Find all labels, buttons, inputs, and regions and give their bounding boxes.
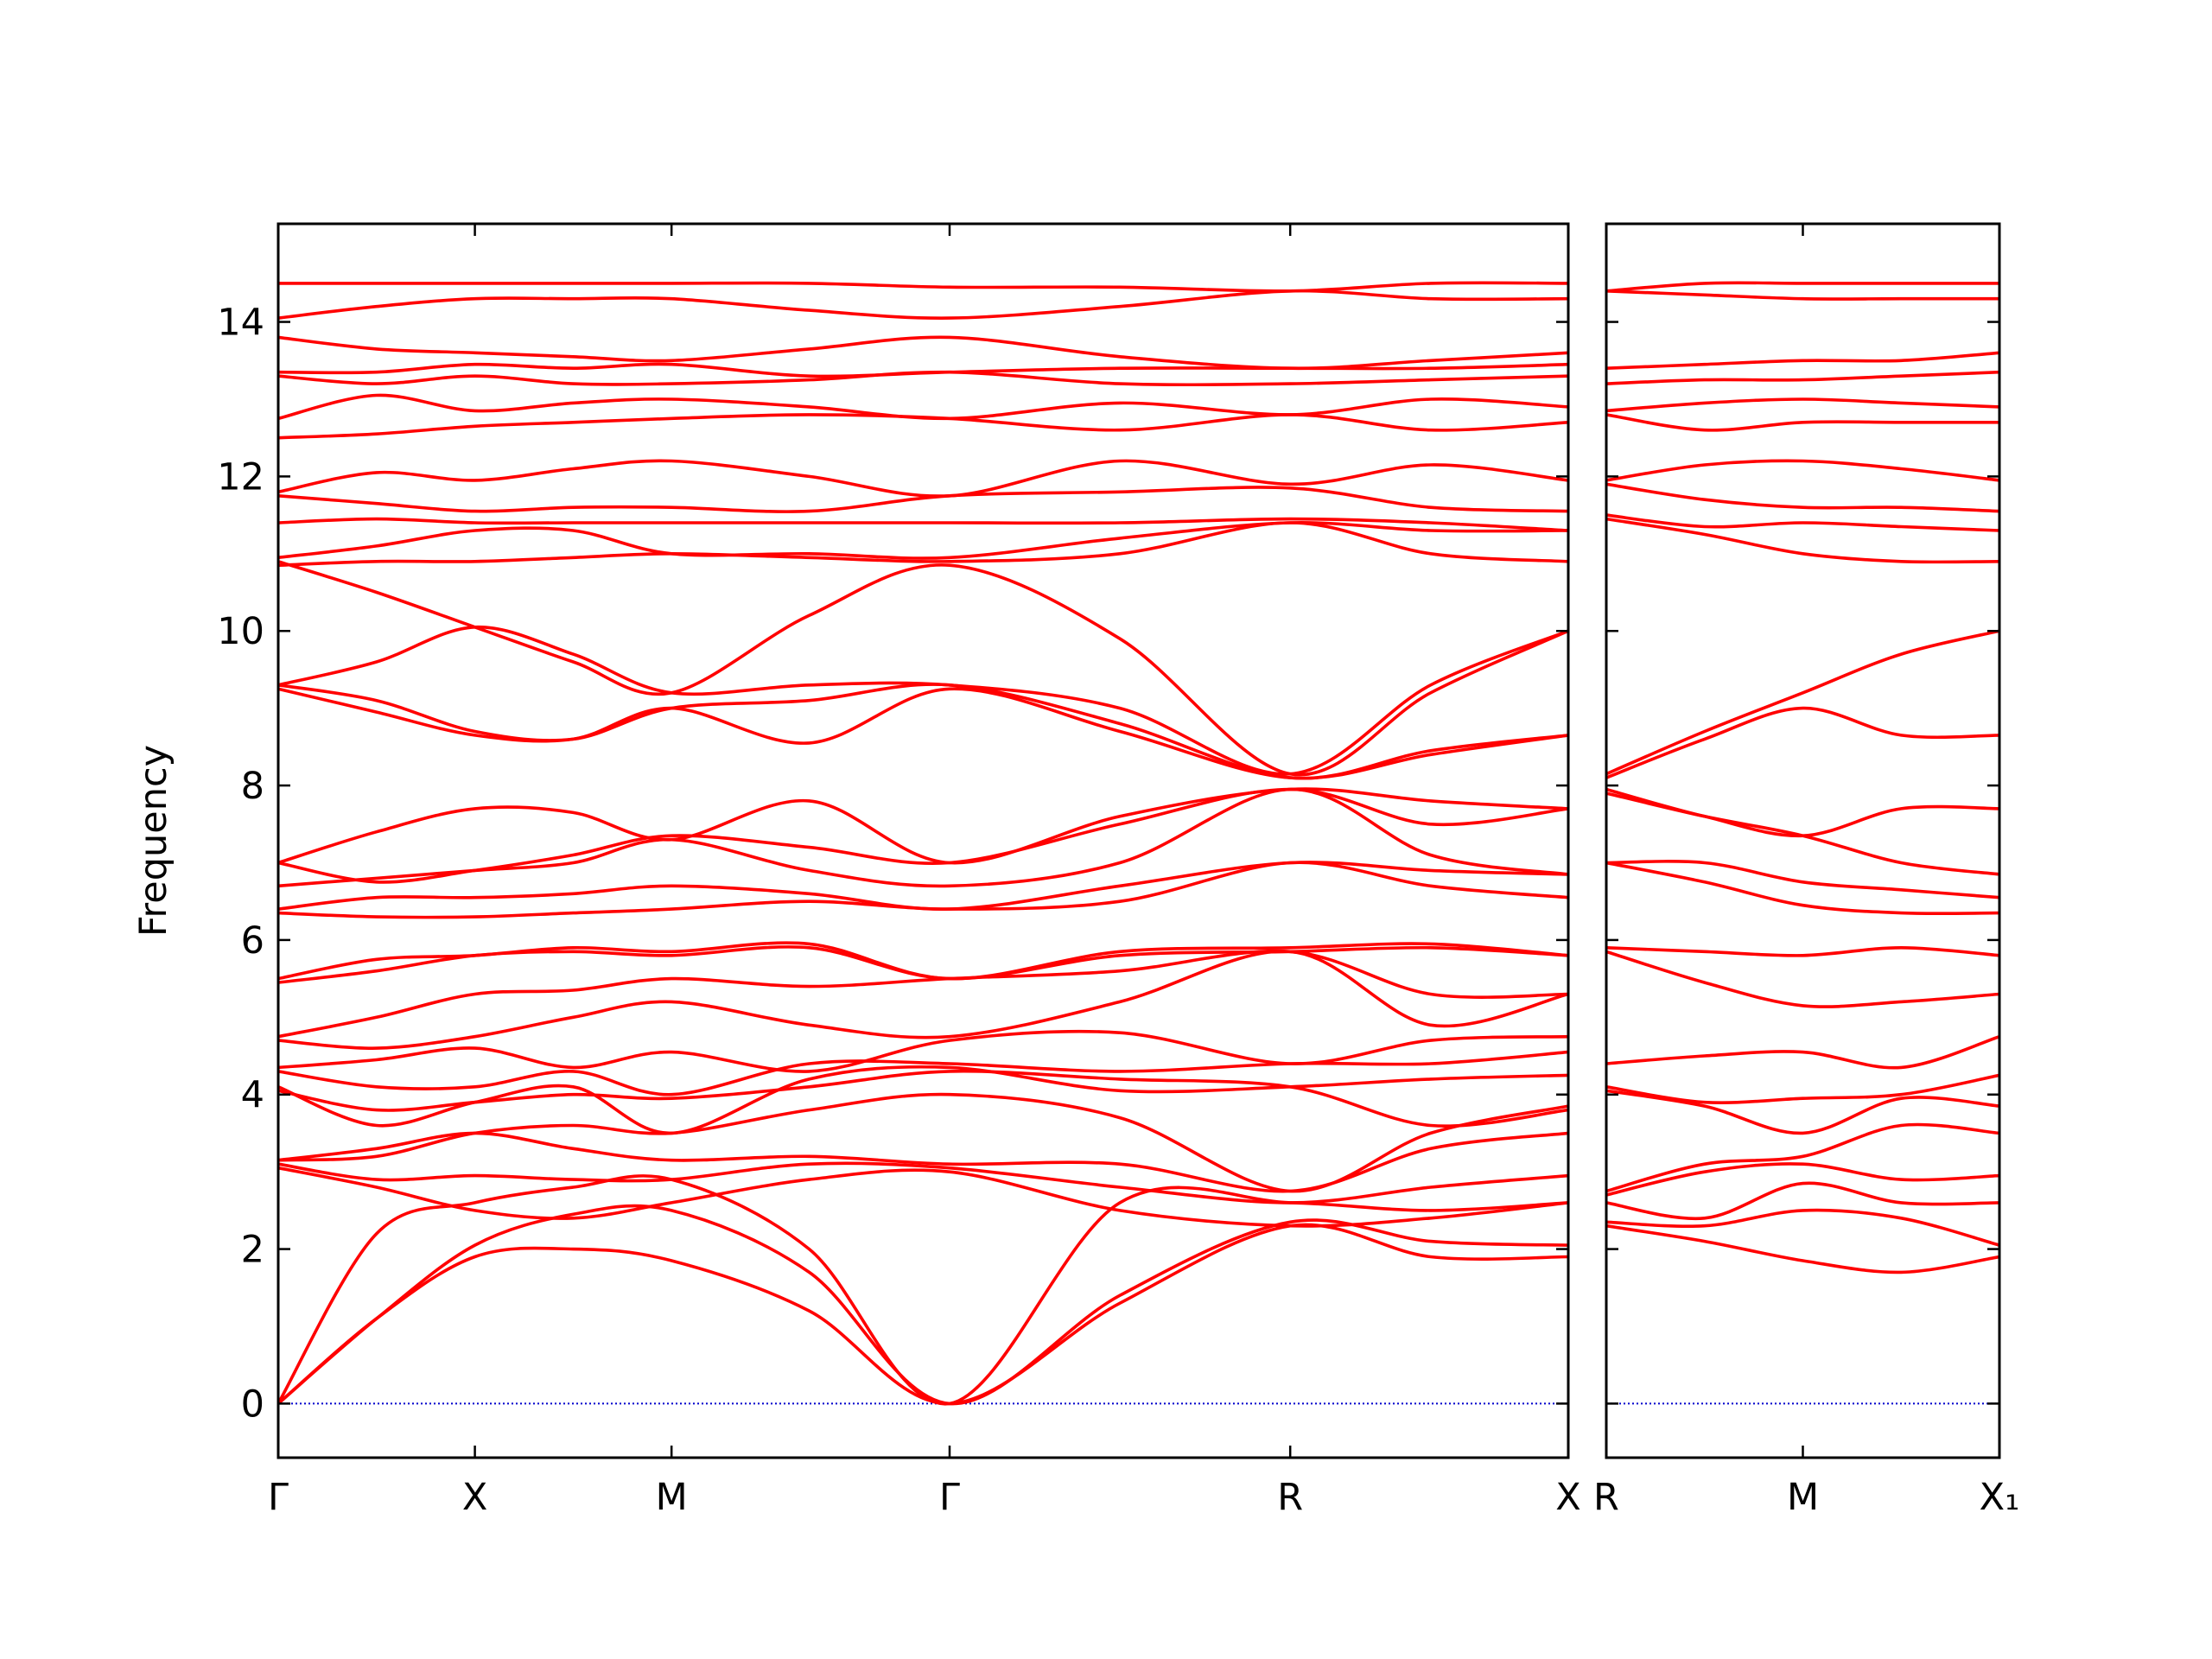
band-line	[1606, 281, 1999, 293]
plot-frame	[276, 222, 1570, 1459]
band-line	[278, 1050, 1568, 1096]
band-line	[1606, 413, 1999, 432]
band-line	[1606, 629, 1999, 776]
band-line	[1606, 1224, 1999, 1274]
band-line	[278, 560, 1568, 777]
band-line	[278, 861, 1568, 919]
band-line	[278, 625, 1568, 776]
x-tick-label: R	[1593, 1476, 1619, 1519]
band-line	[278, 521, 1568, 560]
band-line	[278, 1161, 1568, 1205]
x-tick-label: Γ	[268, 1476, 289, 1519]
band-line	[1606, 1208, 1999, 1247]
band-line	[1606, 289, 1999, 301]
band-line	[278, 1223, 1568, 1406]
band-line	[1606, 1162, 1999, 1197]
band-line	[1606, 370, 1999, 385]
band-line	[278, 281, 1568, 293]
x-tick-label: R	[1277, 1476, 1303, 1519]
band-line	[278, 1174, 1568, 1406]
x-tick-label: X	[1555, 1476, 1580, 1519]
band-line	[278, 941, 1568, 981]
band-line	[278, 787, 1568, 884]
plot-frame	[1605, 222, 2001, 1459]
band-line	[278, 362, 1568, 378]
band-line	[1606, 1073, 1999, 1105]
band-line	[1606, 351, 1999, 370]
band-line	[278, 949, 1568, 1039]
band-line	[278, 861, 1568, 911]
band-line	[278, 393, 1568, 421]
band-line	[1606, 513, 1999, 532]
band-line	[1606, 517, 1999, 564]
x-tick-label: X	[462, 1476, 487, 1519]
band-line	[278, 459, 1568, 498]
band-line	[278, 1166, 1568, 1228]
band-line	[1606, 1034, 1999, 1070]
x-tick-label: M	[656, 1476, 688, 1519]
y-tick-label: 8	[241, 765, 264, 808]
y-tick-label: 14	[217, 302, 264, 345]
y-tick-label: 0	[241, 1382, 264, 1426]
band-line	[278, 1065, 1568, 1135]
band-line	[1606, 950, 1999, 1008]
band-line	[278, 1029, 1568, 1073]
band-line	[278, 517, 1568, 532]
band-line	[1606, 1122, 1999, 1193]
band-line	[278, 1204, 1568, 1406]
x-tick-label: Γ	[939, 1476, 960, 1519]
band-line	[1606, 946, 1999, 957]
y-tick-label: 6	[241, 919, 264, 963]
band-line	[278, 1092, 1568, 1193]
y-axis-label: Frequency	[132, 745, 175, 937]
band-line	[278, 335, 1568, 371]
y-tick-label: 2	[241, 1229, 264, 1272]
band-line	[278, 521, 1568, 567]
y-tick-label: 10	[217, 610, 264, 653]
band-line	[278, 486, 1568, 513]
band-line	[278, 683, 1568, 780]
x-tick-label: X₁	[1980, 1476, 2020, 1519]
band-line	[278, 950, 1568, 1050]
band-line	[278, 413, 1568, 440]
band-line	[1606, 706, 1999, 779]
band-line	[1606, 397, 1999, 413]
band-line	[1606, 1089, 1999, 1135]
y-tick-label: 12	[217, 455, 264, 499]
band-line	[1606, 787, 1999, 838]
band-line	[278, 787, 1568, 865]
band-line	[1606, 459, 1999, 482]
x-tick-label: M	[1787, 1476, 1819, 1519]
band-line	[1606, 860, 1999, 899]
band-line	[1606, 861, 1999, 916]
y-tick-label: 4	[241, 1074, 264, 1117]
band-line	[1606, 1181, 1999, 1221]
band-line	[278, 289, 1568, 320]
band-line	[1606, 482, 1999, 513]
